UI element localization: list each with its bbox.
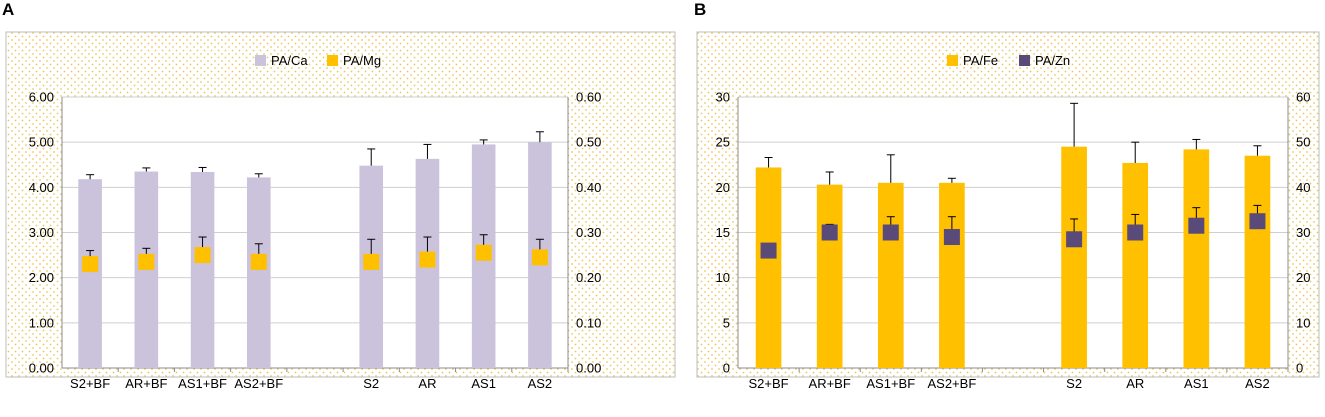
- bar: [1244, 155, 1271, 368]
- marker-point: [531, 249, 548, 266]
- legend-swatch-pa-ca: [255, 55, 266, 66]
- right-tick-label: 20: [1296, 270, 1310, 285]
- left-tick-label: 6.00: [29, 90, 54, 105]
- marker-point: [760, 242, 777, 259]
- left-tick-label: 4.00: [29, 180, 54, 195]
- right-tick-label: 50: [1296, 135, 1310, 150]
- x-tick-label: S2+BF: [70, 376, 110, 391]
- marker-point: [1249, 213, 1266, 230]
- chart-panel-b: 0 5 10 15 20 25 30 0 10 20 30 40 50 60 S2+BF AR+BF AS1+B…: [696, 31, 1320, 391]
- legend-label: PA/Zn: [1035, 53, 1070, 68]
- x-tick-label: AR+BF: [125, 376, 167, 391]
- legend-label: PA/Fe: [963, 53, 998, 68]
- x-tick-label: S2: [1066, 376, 1082, 391]
- legend-label: PA/Ca: [271, 53, 308, 68]
- marker-point: [250, 253, 267, 270]
- right-tick-label: 0.50: [576, 135, 601, 150]
- marker-point: [194, 247, 211, 264]
- marker-point: [1188, 217, 1205, 234]
- x-tick-label: AS1+BF: [866, 376, 915, 391]
- bar: [1183, 149, 1210, 368]
- left-tick-label: 5.00: [29, 135, 54, 150]
- marker-point: [943, 229, 960, 246]
- panel-label-b: B: [694, 0, 707, 19]
- x-tick-label: S2+BF: [749, 376, 789, 391]
- marker-point: [363, 253, 380, 270]
- x-tick-label: AS1: [1184, 376, 1209, 391]
- right-tick-label: 0: [1296, 361, 1303, 376]
- bar: [1122, 162, 1149, 368]
- bar: [755, 167, 782, 368]
- legend-label: PA/Mg: [343, 53, 381, 68]
- marker-point: [419, 251, 436, 268]
- legend-swatch-pa-zn: [1019, 55, 1030, 66]
- marker-point: [821, 224, 838, 241]
- right-tick-label: 0.20: [576, 270, 601, 285]
- marker-point: [138, 253, 155, 270]
- x-tick-label: AS2+BF: [234, 376, 283, 391]
- x-tick-label: S2: [363, 376, 379, 391]
- bar: [190, 171, 215, 368]
- marker-point: [882, 224, 899, 241]
- legend-swatch-pa-mg: [327, 55, 338, 66]
- x-tick-label: AS1: [471, 376, 496, 391]
- left-tick-label: 1.00: [29, 315, 54, 330]
- x-tick-label: AS2: [528, 376, 553, 391]
- left-tick-label: 10: [716, 270, 730, 285]
- x-tick-label: AR: [1126, 376, 1144, 391]
- bar: [939, 182, 965, 368]
- x-tick-label: AR: [418, 376, 436, 391]
- right-tick-label: 0.60: [576, 90, 601, 105]
- left-tick-label: 2.00: [29, 270, 54, 285]
- bar: [816, 184, 843, 368]
- left-tick-label: 20: [716, 180, 730, 195]
- right-tick-label: 40: [1296, 180, 1310, 195]
- chart-panel-a: 0.00 1.00 2.00 3.00 4.00 5.00 6.00 0.00 0.10 0.20…: [5, 31, 676, 391]
- right-tick-label: 0.40: [576, 180, 601, 195]
- x-tick-label: AS2: [1245, 376, 1270, 391]
- right-tick-label: 0.30: [576, 225, 601, 240]
- left-tick-label: 30: [716, 90, 730, 105]
- panel-label-a: A: [2, 0, 15, 19]
- x-tick-label: AR+BF: [809, 376, 851, 391]
- right-tick-label: 0.10: [576, 315, 601, 330]
- left-tick-label: 0: [723, 361, 730, 376]
- left-tick-label: 3.00: [29, 225, 54, 240]
- marker-point: [82, 256, 99, 273]
- right-tick-label: 10: [1296, 315, 1310, 330]
- bar: [78, 179, 102, 368]
- left-tick-label: 25: [716, 135, 730, 150]
- left-tick-label: 5: [723, 315, 730, 330]
- right-tick-label: 60: [1296, 90, 1310, 105]
- legend-swatch-pa-fe: [947, 55, 958, 66]
- bar: [877, 182, 904, 368]
- x-tick-label: AS1+BF: [178, 376, 227, 391]
- left-tick-label: 15: [716, 225, 730, 240]
- x-tick-label: AS2+BF: [927, 376, 976, 391]
- marker-point: [475, 244, 492, 261]
- marker-point: [1127, 224, 1144, 241]
- right-tick-label: 30: [1296, 225, 1310, 240]
- bar: [1061, 146, 1087, 368]
- right-tick-label: 0.00: [576, 361, 601, 376]
- marker-point: [1066, 231, 1083, 248]
- bar: [246, 177, 271, 368]
- left-tick-label: 0.00: [29, 361, 54, 376]
